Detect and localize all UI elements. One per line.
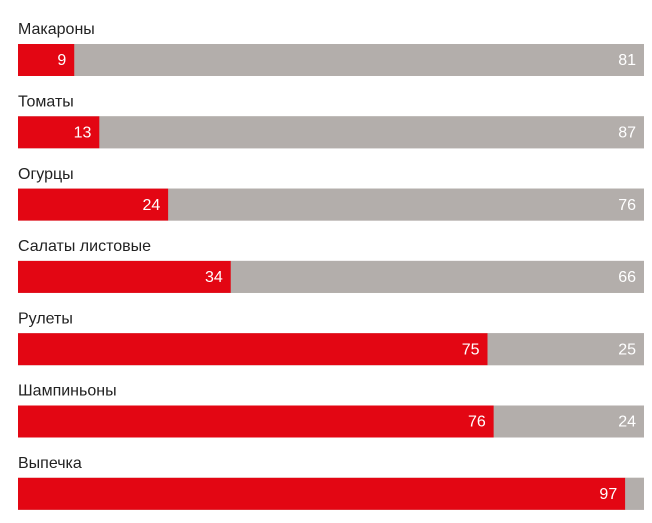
category-label: Шампиньоны — [18, 383, 117, 400]
bar-segment — [487, 333, 644, 366]
bar-segment — [18, 116, 100, 149]
category-label: Макароны — [18, 21, 95, 38]
value-label: 13 — [74, 125, 92, 142]
bar-segment — [18, 477, 626, 510]
value-label: 34 — [205, 269, 223, 286]
value-label: 76 — [468, 414, 486, 431]
value-label: 76 — [618, 197, 636, 214]
bar-segment — [625, 477, 644, 510]
category-label: Томаты — [18, 94, 74, 111]
value-label: 24 — [142, 197, 160, 214]
bar-segment — [493, 405, 644, 438]
value-label: 81 — [618, 52, 636, 69]
bar-segment — [18, 333, 488, 366]
bar-segment — [168, 188, 645, 221]
value-label: 75 — [462, 341, 480, 358]
value-label: 97 — [599, 486, 617, 503]
bar-segment — [99, 116, 644, 149]
bar-segment — [18, 188, 169, 221]
category-label: Выпечка — [18, 455, 82, 472]
value-label: 9 — [57, 52, 66, 69]
bar-segment — [18, 44, 75, 76]
category-label: Салаты листовые — [18, 238, 151, 255]
bar-segment — [230, 260, 644, 293]
value-label: 24 — [618, 414, 636, 431]
bar-segment — [18, 260, 231, 293]
bar-segment — [74, 44, 582, 76]
bar-segment — [18, 405, 494, 438]
value-label: 87 — [618, 125, 636, 142]
category-label: Огурцы — [18, 166, 74, 183]
value-label: 25 — [618, 341, 636, 358]
category-label: Рулеты — [18, 310, 73, 327]
value-label: 66 — [618, 269, 636, 286]
